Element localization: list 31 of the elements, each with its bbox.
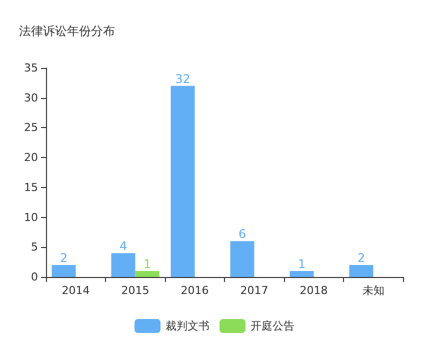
y-tick-label: 20 [24, 151, 38, 164]
y-tick-label: 5 [31, 240, 38, 254]
bar [290, 271, 314, 277]
y-tick-label: 10 [24, 210, 38, 224]
data-label: 2 [357, 251, 366, 266]
bar [349, 265, 374, 277]
bar [52, 265, 76, 277]
y-tick-label: 25 [24, 121, 38, 134]
legend-label: 开庭公告 [250, 320, 294, 332]
bar [170, 86, 195, 277]
y-tick-label: 15 [24, 180, 38, 194]
legend-label: 裁判文书 [166, 320, 210, 332]
data-label: 2 [60, 251, 68, 266]
y-tick-label: 35 [24, 62, 38, 74]
data-label: 6 [238, 227, 246, 242]
x-tick-label: 未知 [362, 284, 384, 297]
data-label: 32 [175, 72, 190, 86]
y-tick-label: 0 [31, 270, 38, 284]
x-tick-label: 2016 [180, 284, 209, 297]
x-tick-label: 2018 [300, 284, 328, 297]
x-tick-label: 2017 [240, 284, 268, 297]
data-label: 4 [119, 239, 128, 254]
x-tick-label: 2014 [62, 284, 90, 297]
data-label: 1 [298, 257, 306, 272]
data-label: 1 [143, 257, 152, 272]
chart-title: 法律诉讼年份分布 [19, 24, 115, 38]
bar [111, 253, 136, 277]
bar [230, 241, 254, 277]
bar [135, 271, 160, 277]
x-tick-label: 2015 [121, 284, 150, 297]
y-tick-label: 30 [24, 91, 38, 104]
